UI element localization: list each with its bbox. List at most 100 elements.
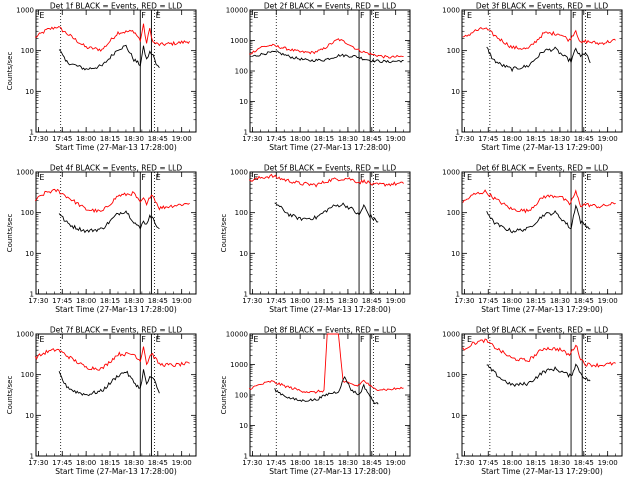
x-tick-label: 18:15 [100,459,120,467]
flag-label: F [141,335,146,344]
events-series-line [486,363,591,387]
lld-series-line [248,173,404,188]
x-tick-label: 19:00 [172,459,192,467]
x-tick-label: 18:45 [148,297,168,305]
y-axis-label: Counts/sec [6,52,14,91]
y-tick-label: 1 [456,453,460,461]
y-tick-label: 100 [21,209,34,217]
flag-label: F [360,173,365,182]
y-tick-label: 1000 [16,331,34,339]
plot-frame [249,333,411,457]
x-axis-label: Start Time (27-Mar-13 17:28:00) [269,467,391,476]
plot-frame [35,9,197,133]
x-tick-label: 17:45 [52,297,72,305]
lld-series-line [249,38,404,59]
x-tick-label: 17:30 [28,135,48,143]
x-tick-label: 19:00 [598,459,618,467]
plot-frame [461,9,623,133]
y-tick-label: 100 [447,47,460,55]
plot-panel-3: Det 3f BLACK = Events, RED = LLD 1 10 100 10… [442,2,623,152]
x-tick-label: 19:00 [172,297,192,305]
plot-title: Det 2f BLACK = Events, RED = LLD [264,2,397,11]
events-series-line [58,44,160,71]
plot-panel-2: Det 2f BLACK = Events, RED = LLD 1 10 100 10… [226,2,411,152]
y-tick-label: 10 [451,250,460,258]
lld-series-line [462,338,616,368]
y-axis-label: Counts/sec [6,376,14,415]
y-tick-label: 100 [235,68,248,76]
y-tick-label: 100 [21,371,34,379]
x-tick-label: 18:15 [100,297,120,305]
plot-panel-9: Det 9f BLACK = Events, RED = LLD 1 10 100 10… [442,326,623,476]
x-tick-label: 19:00 [386,459,406,467]
x-tick-label: 17:45 [266,135,286,143]
x-tick-label: 18:30 [550,297,570,305]
x-tick-label: 19:00 [598,135,618,143]
y-tick-label: 10000 [226,7,248,15]
x-tick-label: 18:15 [526,297,546,305]
x-tick-label: 18:45 [574,297,594,305]
y-tick-label: 10 [239,422,248,430]
y-tick-label: 10 [451,412,460,420]
x-tick-label: 18:30 [338,459,358,467]
events-series-line [274,202,379,223]
x-tick-label: 18:30 [338,135,358,143]
plot-frame [35,171,197,295]
lld-series-line [34,346,190,371]
x-axis-label: Start Time (27-Mar-13 17:28:00) [269,143,391,152]
events-series-line [252,50,404,64]
y-tick-label: 10 [239,250,248,258]
x-tick-label: 18:45 [148,135,168,143]
flag-label: F [141,11,146,20]
flag-label: E [586,173,591,182]
x-tick-label: 18:45 [362,297,382,305]
y-tick-label: 1 [456,129,460,137]
x-axis-label: Start Time (27-Mar-13 17:28:00) [55,305,177,314]
events-series-line [486,204,591,234]
plot-panel-5: Det 5f BLACK = Events, RED = LLD 1 10 100 10… [220,164,411,314]
x-tick-label: 18:00 [76,459,96,467]
flag-label: E [156,335,161,344]
lld-series-line [248,333,404,394]
plot-panel-8: Det 8f BLACK = Events, RED = LLD 1 10 100 10… [220,326,411,476]
x-tick-label: 17:30 [454,135,474,143]
plot-title: Det 1f BLACK = Events, RED = LLD [50,2,183,11]
flag-label: E [39,11,44,20]
plot-frame [461,333,623,457]
y-tick-label: 1000 [230,37,248,45]
x-tick-label: 18:00 [290,297,310,305]
plot-panel-7: Det 7f BLACK = Events, RED = LLD 1 10 100 10… [6,326,197,476]
x-tick-label: 18:45 [362,459,382,467]
y-tick-label: 1 [30,453,34,461]
y-tick-label: 10 [25,88,34,96]
y-tick-label: 1 [244,453,248,461]
plot-frame [461,171,623,295]
events-series-line [58,369,160,397]
plot-frame [249,171,411,295]
x-tick-label: 18:15 [314,135,334,143]
flag-label: E [586,11,591,20]
y-axis-label: Counts/sec [220,376,228,415]
y-tick-label: 100 [447,371,460,379]
y-tick-label: 1000 [16,169,34,177]
flag-label: F [572,335,577,344]
x-tick-label: 18:45 [574,459,594,467]
x-tick-label: 18:00 [502,135,522,143]
y-tick-label: 1 [30,291,34,299]
y-tick-label: 10 [239,98,248,106]
x-tick-label: 18:00 [502,297,522,305]
plot-title: Det 8f BLACK = Events, RED = LLD [264,326,397,335]
x-tick-label: 17:30 [454,297,474,305]
x-tick-label: 19:00 [598,297,618,305]
plot-title: Det 5f BLACK = Events, RED = LLD [264,164,397,173]
y-tick-label: 1000 [442,169,460,177]
y-tick-label: 1000 [230,169,248,177]
x-tick-label: 18:30 [338,297,358,305]
lld-series-line [35,23,190,52]
x-tick-label: 17:45 [52,459,72,467]
plot-title: Det 9f BLACK = Events, RED = LLD [476,326,609,335]
y-tick-label: 10000 [226,331,248,339]
x-tick-label: 18:30 [124,297,144,305]
x-tick-label: 18:30 [550,459,570,467]
